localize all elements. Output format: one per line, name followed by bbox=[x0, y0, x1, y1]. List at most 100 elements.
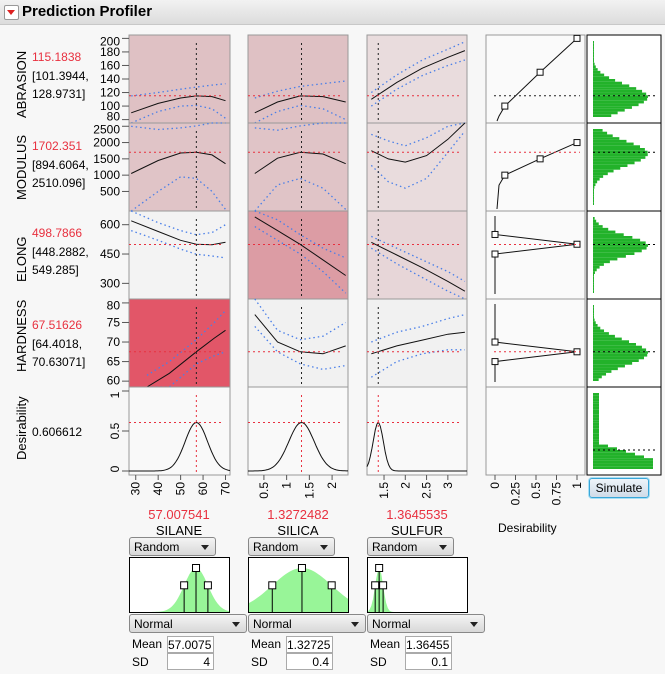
simulation-histogram-bar bbox=[593, 241, 646, 245]
mode-label: Random bbox=[372, 540, 418, 554]
disclosure-menu-icon[interactable] bbox=[4, 5, 19, 20]
ci-upper-curve bbox=[146, 310, 226, 376]
simulation-histogram-bar bbox=[593, 414, 599, 418]
desirability-handle bbox=[491, 338, 499, 346]
simulation-histogram-bar bbox=[593, 324, 598, 327]
distribution-preview-sulfur[interactable] bbox=[367, 557, 468, 613]
simulation-histogram-bar bbox=[593, 222, 599, 226]
desirability-function-cell bbox=[485, 34, 586, 124]
profile-traces bbox=[248, 421, 348, 472]
prediction-curve bbox=[371, 331, 465, 355]
simulation-histogram-bar bbox=[593, 463, 653, 467]
simulate-button[interactable]: Simulate bbox=[589, 478, 649, 498]
distribution-handle bbox=[268, 581, 277, 590]
prediction-curve bbox=[371, 241, 466, 292]
simulation-histogram-bar bbox=[593, 186, 595, 189]
ci-high: 549.285] bbox=[32, 263, 79, 277]
distribution-handle bbox=[180, 581, 189, 590]
simulation-histogram-bar bbox=[593, 372, 607, 376]
prediction-curve bbox=[254, 216, 346, 276]
mean-label: Mean bbox=[370, 637, 401, 651]
profile-cell-elong-sulfur bbox=[366, 210, 468, 300]
profiler-plot-grid[interactable]: 8010012014016018020050010001500200025003… bbox=[0, 0, 665, 540]
distribution-preview-silane[interactable] bbox=[129, 557, 230, 613]
mode-dropdown-sulfur[interactable]: Random bbox=[367, 537, 454, 556]
chevron-down-icon bbox=[201, 545, 209, 550]
mean-input-silica[interactable]: 1.32725 bbox=[286, 636, 333, 653]
simulation-histogram-bar bbox=[593, 81, 622, 85]
profile-traces bbox=[130, 122, 227, 212]
simulation-histogram-bar bbox=[593, 249, 642, 253]
simulation-histogram-bar bbox=[593, 60, 594, 63]
simulation-histogram-bar bbox=[593, 393, 599, 396]
simulation-histogram-bar bbox=[593, 466, 653, 469]
simulation-histogram-bar bbox=[593, 103, 639, 107]
response-value-modulus: 1702.351 bbox=[32, 139, 83, 153]
profile-traces bbox=[370, 122, 466, 189]
simulation-histogram-bar bbox=[593, 417, 599, 421]
y-tick-label: 80 bbox=[107, 299, 121, 313]
simulation-histogram-bar bbox=[593, 412, 599, 415]
simulation-histogram-bar bbox=[593, 362, 633, 365]
factor-value-sulfur[interactable]: 1.3645535 bbox=[386, 507, 448, 522]
prediction-curve bbox=[254, 151, 346, 174]
simulation-histogram-bar bbox=[593, 87, 637, 90]
simulation-histogram-bar bbox=[593, 310, 594, 314]
y-tick-label: 65 bbox=[107, 355, 121, 369]
simulation-histogram-bar bbox=[593, 447, 617, 450]
distribution-preview-silica[interactable] bbox=[248, 557, 349, 613]
simulation-histogram-bar bbox=[593, 441, 599, 445]
simulation-histogram-bar bbox=[593, 233, 624, 236]
distribution-dropdown-sulfur[interactable]: Normal bbox=[367, 614, 485, 633]
simulation-histogram-bar bbox=[593, 284, 594, 288]
prediction-curve bbox=[371, 122, 466, 163]
prediction-curve bbox=[371, 50, 466, 100]
sd-label: SD bbox=[251, 655, 268, 669]
factor-value-silica[interactable]: 1.3272482 bbox=[267, 507, 329, 522]
mode-label: Random bbox=[134, 540, 180, 554]
simulation-histogram-bar bbox=[593, 356, 645, 360]
mode-dropdown-silica[interactable]: Random bbox=[248, 537, 335, 556]
simulation-histogram-bar bbox=[593, 43, 594, 47]
sd-input-silica[interactable]: 0.4 bbox=[286, 653, 333, 670]
simulation-histogram-bar bbox=[593, 70, 601, 74]
profile-cell-abrasion-sulfur bbox=[366, 34, 468, 124]
mean-input-sulfur[interactable]: 1.36455 bbox=[405, 636, 452, 653]
distribution-dropdown-silica[interactable]: Normal bbox=[248, 614, 366, 633]
distribution-handle bbox=[203, 581, 212, 590]
sd-input-silane[interactable]: 4 bbox=[167, 653, 214, 670]
ci-upper-curve bbox=[254, 80, 346, 99]
simulation-histogram-bar bbox=[593, 46, 594, 50]
profile-traces bbox=[370, 313, 466, 378]
sd-label: SD bbox=[132, 655, 149, 669]
simulation-histogram-bar bbox=[593, 148, 645, 151]
chevron-down-icon bbox=[351, 622, 359, 627]
x-tick-label: 0 bbox=[488, 482, 502, 489]
ci-low: [64.4018, bbox=[32, 337, 83, 351]
simulation-histogram-bar bbox=[593, 114, 612, 117]
distribution-dropdown-silane[interactable]: Normal bbox=[129, 614, 247, 633]
simulation-histogram-bar bbox=[593, 129, 603, 132]
simulation-histogram-bar bbox=[593, 287, 594, 291]
mode-dropdown-silane[interactable]: Random bbox=[129, 537, 216, 556]
simulation-histogram-bar bbox=[593, 307, 594, 311]
distribution-handle bbox=[375, 564, 384, 572]
simulation-histogram-bar bbox=[593, 334, 615, 338]
desirability-axis-label: Desirability bbox=[498, 521, 557, 535]
y-tick-label: 1 bbox=[108, 391, 122, 398]
x-tick-label: 2 bbox=[325, 482, 339, 489]
simulation-histogram-bar bbox=[593, 348, 647, 352]
simulation-histogram-bar bbox=[593, 230, 616, 234]
profile-traces bbox=[366, 421, 467, 472]
factor-value-silane[interactable]: 57.007541 bbox=[148, 507, 210, 522]
simulation-histogram-bar bbox=[593, 68, 598, 71]
simulation-histogram-bar bbox=[593, 353, 648, 357]
mean-input-silane[interactable]: 57.0075 bbox=[167, 636, 214, 653]
sd-input-sulfur[interactable]: 0.1 bbox=[405, 653, 452, 670]
simulation-histogram-bar bbox=[593, 177, 600, 181]
y-tick-label: 450 bbox=[100, 247, 120, 261]
profile-cell-desirability-sulfur bbox=[366, 386, 468, 476]
profile-traces bbox=[129, 421, 231, 472]
simulation-histogram-bar bbox=[593, 164, 628, 167]
simulation-histogram-bar bbox=[593, 265, 600, 269]
